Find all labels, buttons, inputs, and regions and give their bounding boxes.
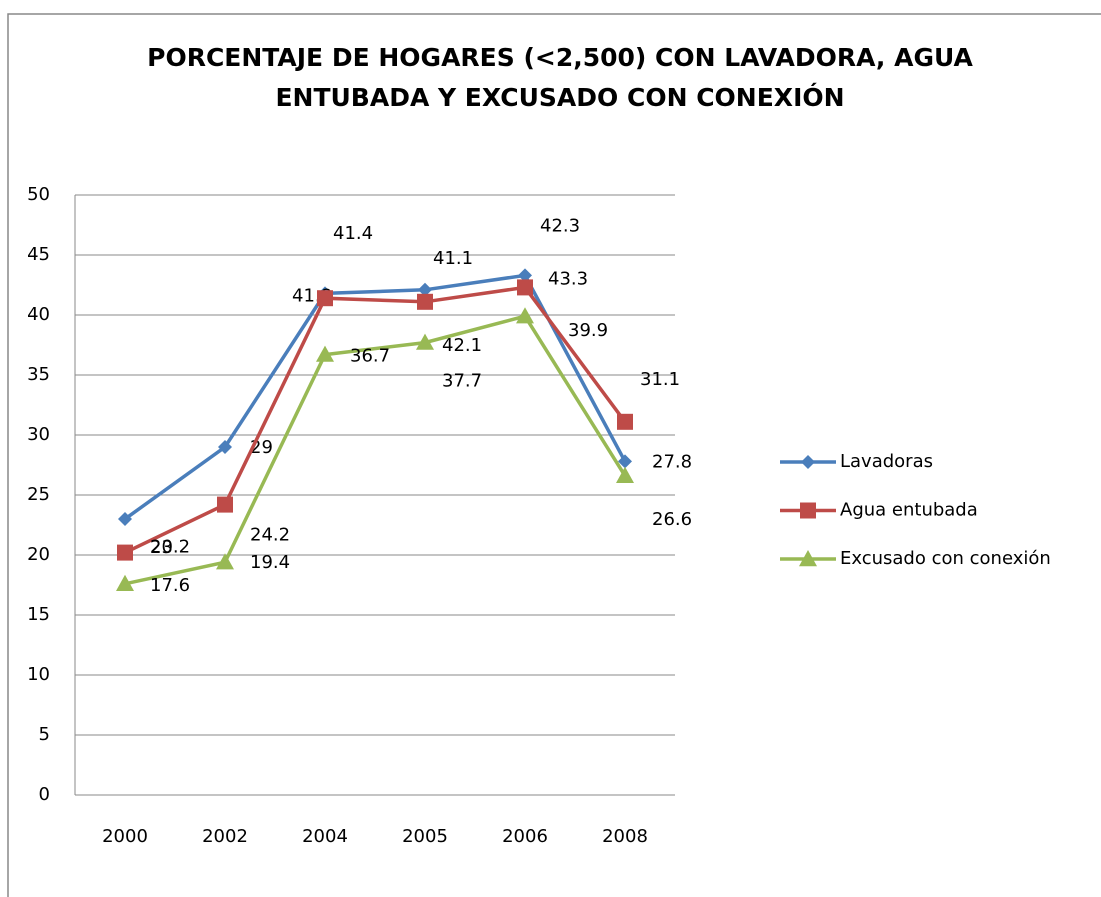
data-label: 41.1 <box>433 248 473 269</box>
data-point <box>316 345 334 362</box>
data-label: 19.4 <box>250 552 290 573</box>
y-tick-label: 35 <box>27 364 50 385</box>
data-point <box>516 307 534 324</box>
data-label: 42.3 <box>540 215 580 236</box>
x-tick-label: 2000 <box>102 826 148 847</box>
data-point <box>418 282 432 297</box>
y-tick-label: 30 <box>27 424 50 445</box>
data-point <box>617 413 633 430</box>
data-label: 36.7 <box>350 346 390 367</box>
data-point <box>216 553 234 570</box>
series-line <box>124 314 627 586</box>
data-point <box>116 574 134 591</box>
y-tick-label: 45 <box>27 244 50 265</box>
legend-marker <box>799 550 817 567</box>
y-tick-label: 5 <box>39 724 50 745</box>
series-line <box>123 273 627 521</box>
legend-label: Agua entubada <box>840 500 978 521</box>
y-tick-label: 10 <box>27 664 50 685</box>
chart-title: PORCENTAJE DE HOGARES (<2,500) CON LAVAD… <box>147 43 973 112</box>
y-tick-label: 15 <box>27 604 50 625</box>
x-tick-label: 2005 <box>402 826 448 847</box>
data-label: 26.6 <box>652 509 692 530</box>
series-line <box>124 285 627 555</box>
data-point <box>518 268 532 283</box>
data-label: 27.8 <box>652 451 692 472</box>
data-point <box>317 290 333 307</box>
data-label: 17.6 <box>150 575 190 596</box>
data-point <box>416 333 434 350</box>
legend-marker <box>800 502 816 519</box>
y-tick-label: 40 <box>27 304 50 325</box>
x-tick-label: 2008 <box>602 826 648 847</box>
data-label: 39.9 <box>568 320 608 341</box>
data-point <box>118 512 132 526</box>
legend-marker <box>801 455 815 469</box>
data-label: 41.4 <box>333 223 373 244</box>
data-label: 37.7 <box>442 371 482 392</box>
legend-label: Lavadoras <box>840 451 933 472</box>
data-point <box>417 293 433 310</box>
data-point <box>618 454 632 469</box>
data-label: 23 <box>150 537 173 558</box>
data-label: 20.2 <box>150 537 190 558</box>
data-point <box>517 279 533 296</box>
data-label: 43.3 <box>548 268 588 289</box>
data-point <box>616 466 634 483</box>
y-tick-label: 25 <box>27 484 50 505</box>
chart-border <box>7 13 1101 897</box>
x-tick-label: 2006 <box>502 826 548 847</box>
y-tick-label: 50 <box>27 184 50 205</box>
x-tick-label: 2002 <box>202 826 248 847</box>
data-point <box>117 544 133 561</box>
data-label: 31.1 <box>640 369 680 390</box>
y-tick-label: 20 <box>27 544 50 565</box>
x-tick-label: 2004 <box>302 826 348 847</box>
data-point <box>218 440 232 454</box>
legend-label: Excusado con conexión <box>840 548 1051 569</box>
data-point <box>217 496 233 513</box>
y-tick-label: 0 <box>39 784 50 805</box>
data-label: 42.1 <box>442 335 482 356</box>
data-label: 24.2 <box>250 525 290 546</box>
